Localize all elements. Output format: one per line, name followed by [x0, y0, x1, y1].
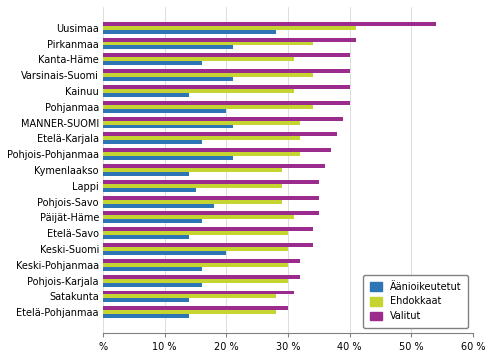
- Bar: [103, 263, 288, 267]
- Bar: [103, 26, 356, 30]
- Bar: [103, 140, 202, 144]
- Bar: [103, 275, 300, 279]
- Bar: [103, 184, 282, 188]
- Bar: [103, 231, 288, 235]
- Bar: [103, 30, 276, 34]
- Bar: [103, 227, 312, 231]
- Bar: [103, 235, 189, 239]
- Bar: [103, 22, 436, 26]
- Bar: [103, 306, 288, 310]
- Bar: [103, 85, 350, 89]
- Bar: [103, 200, 282, 204]
- Bar: [103, 219, 202, 223]
- Bar: [103, 172, 189, 176]
- Bar: [103, 156, 233, 160]
- Bar: [103, 93, 189, 97]
- Bar: [103, 61, 202, 65]
- Bar: [103, 42, 312, 46]
- Bar: [103, 279, 288, 283]
- Bar: [103, 121, 300, 125]
- Bar: [103, 243, 312, 247]
- Bar: [103, 259, 300, 263]
- Bar: [103, 211, 319, 215]
- Bar: [103, 215, 294, 219]
- Bar: [103, 168, 282, 172]
- Bar: [103, 251, 226, 255]
- Bar: [103, 89, 294, 93]
- Bar: [103, 105, 312, 109]
- Bar: [103, 69, 350, 73]
- Bar: [103, 267, 202, 271]
- Bar: [103, 196, 319, 200]
- Bar: [103, 53, 350, 57]
- Bar: [103, 132, 337, 136]
- Bar: [103, 109, 226, 113]
- Bar: [103, 204, 214, 208]
- Bar: [103, 298, 189, 302]
- Bar: [103, 46, 233, 50]
- Bar: [103, 164, 325, 168]
- Bar: [103, 290, 294, 294]
- Bar: [103, 283, 202, 286]
- Bar: [103, 101, 350, 105]
- Bar: [103, 152, 300, 156]
- Bar: [103, 314, 189, 318]
- Bar: [103, 180, 319, 184]
- Bar: [103, 117, 343, 121]
- Bar: [103, 247, 288, 251]
- Bar: [103, 188, 195, 192]
- Bar: [103, 310, 276, 314]
- Bar: [103, 77, 233, 81]
- Bar: [103, 136, 300, 140]
- Bar: [103, 148, 331, 152]
- Bar: [103, 125, 233, 129]
- Bar: [103, 38, 356, 42]
- Bar: [103, 294, 276, 298]
- Bar: [103, 57, 294, 61]
- Legend: Äänioikeutetut, Ehdokkaat, Valitut: Äänioikeutetut, Ehdokkaat, Valitut: [363, 275, 468, 328]
- Bar: [103, 73, 312, 77]
